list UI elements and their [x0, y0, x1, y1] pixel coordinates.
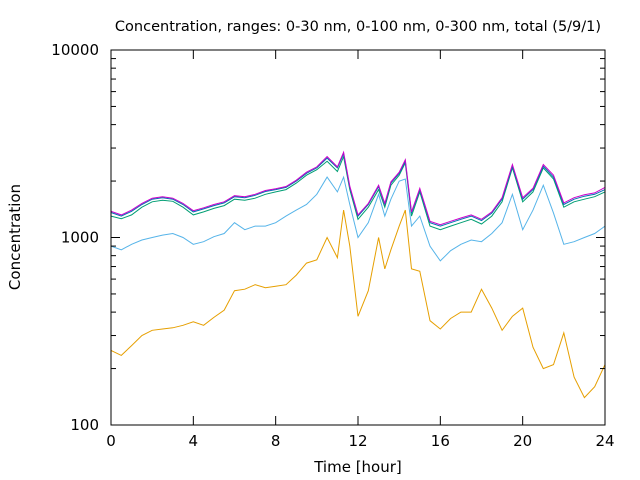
y-tick-label: 100 [70, 416, 99, 434]
chart-title: Concentration, ranges: 0-30 nm, 0-100 nm… [115, 19, 601, 35]
x-tick-label: 12 [348, 432, 367, 450]
x-tick-label: 24 [595, 432, 614, 450]
x-tick-label: 16 [431, 432, 450, 450]
series-line-5 [110, 150, 606, 226]
x-tick-label: 20 [513, 432, 532, 450]
series-line-3 [110, 154, 606, 231]
x-tick-label: 0 [106, 432, 116, 450]
y-axis: 100 1000 10000 [51, 41, 605, 434]
y-axis-label: Concentration [6, 184, 24, 290]
x-tick-label: 8 [271, 432, 281, 450]
series-line-1 [110, 209, 606, 399]
x-axis-label: Time [hour] [313, 458, 402, 476]
series-line-2 [110, 175, 606, 262]
x-tick-label: 4 [189, 432, 199, 450]
series-layer [110, 150, 606, 399]
x-axis: 0 4 8 12 16 20 24 [106, 50, 615, 450]
y-tick-label: 1000 [61, 229, 99, 247]
y-tick-label: 10000 [51, 41, 99, 59]
